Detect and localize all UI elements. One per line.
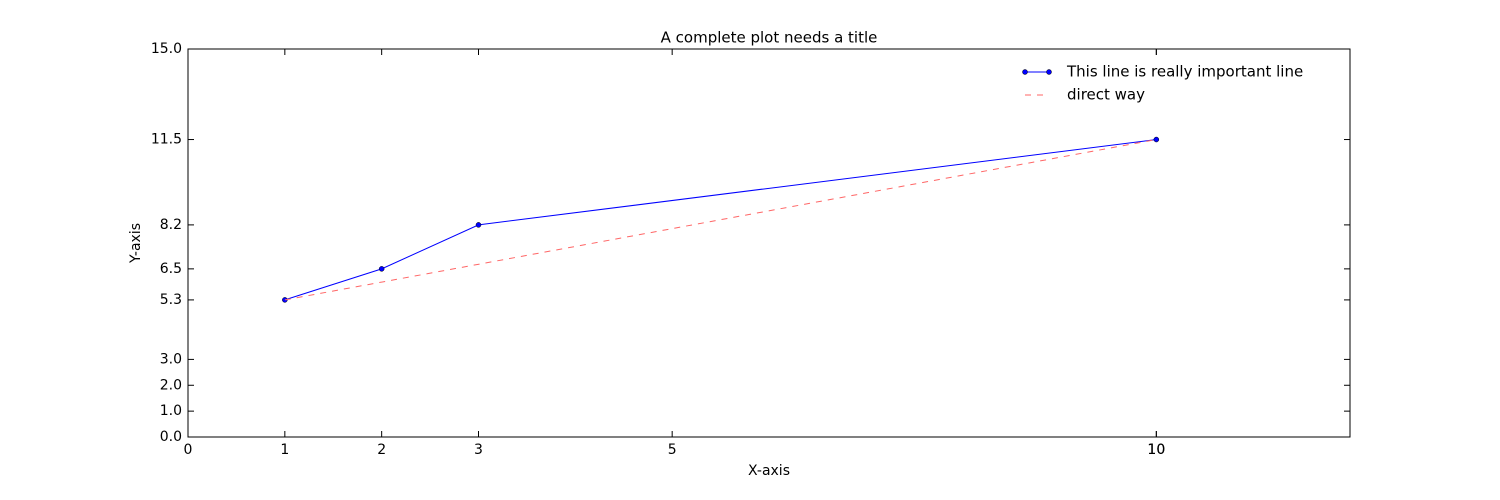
y-axis-label: Y-axis xyxy=(128,223,144,264)
x-tick-label: 5 xyxy=(668,442,677,458)
y-tick-label: 1.0 xyxy=(160,403,182,419)
point xyxy=(1153,136,1160,143)
y-tick-label: 6.5 xyxy=(160,261,182,277)
y-tick-label: 0.0 xyxy=(160,429,182,445)
y-tick-label: 11.5 xyxy=(151,132,182,148)
y-tick-label: 5.3 xyxy=(160,292,182,308)
legend-marker xyxy=(1046,69,1052,75)
x-tick-label: 2 xyxy=(377,442,386,458)
y-tick-label: 15.0 xyxy=(151,41,182,57)
point xyxy=(475,222,482,228)
x-axis-label: X-axis xyxy=(748,463,790,479)
legend-label: This line is really important line xyxy=(1066,63,1303,81)
series-line xyxy=(284,139,1157,301)
chart-title: A complete plot needs a title xyxy=(661,29,878,47)
point xyxy=(378,266,385,272)
x-tick-label: 10 xyxy=(1147,442,1165,458)
legend-label: direct way xyxy=(1067,86,1145,104)
x-tick-label: 0 xyxy=(184,442,193,458)
x-tick-label: 1 xyxy=(280,442,289,458)
x-tick-label: 10 xyxy=(1147,442,1165,458)
y-tick-label: 3.0 xyxy=(160,351,182,367)
series-line xyxy=(284,139,1157,301)
legend-marker xyxy=(1022,69,1028,75)
y-tick-label: 2.0 xyxy=(160,377,182,393)
x-tick-label: 3 xyxy=(474,442,483,458)
plot-frame xyxy=(187,48,1351,438)
y-tick-label: 8.2 xyxy=(160,217,182,233)
